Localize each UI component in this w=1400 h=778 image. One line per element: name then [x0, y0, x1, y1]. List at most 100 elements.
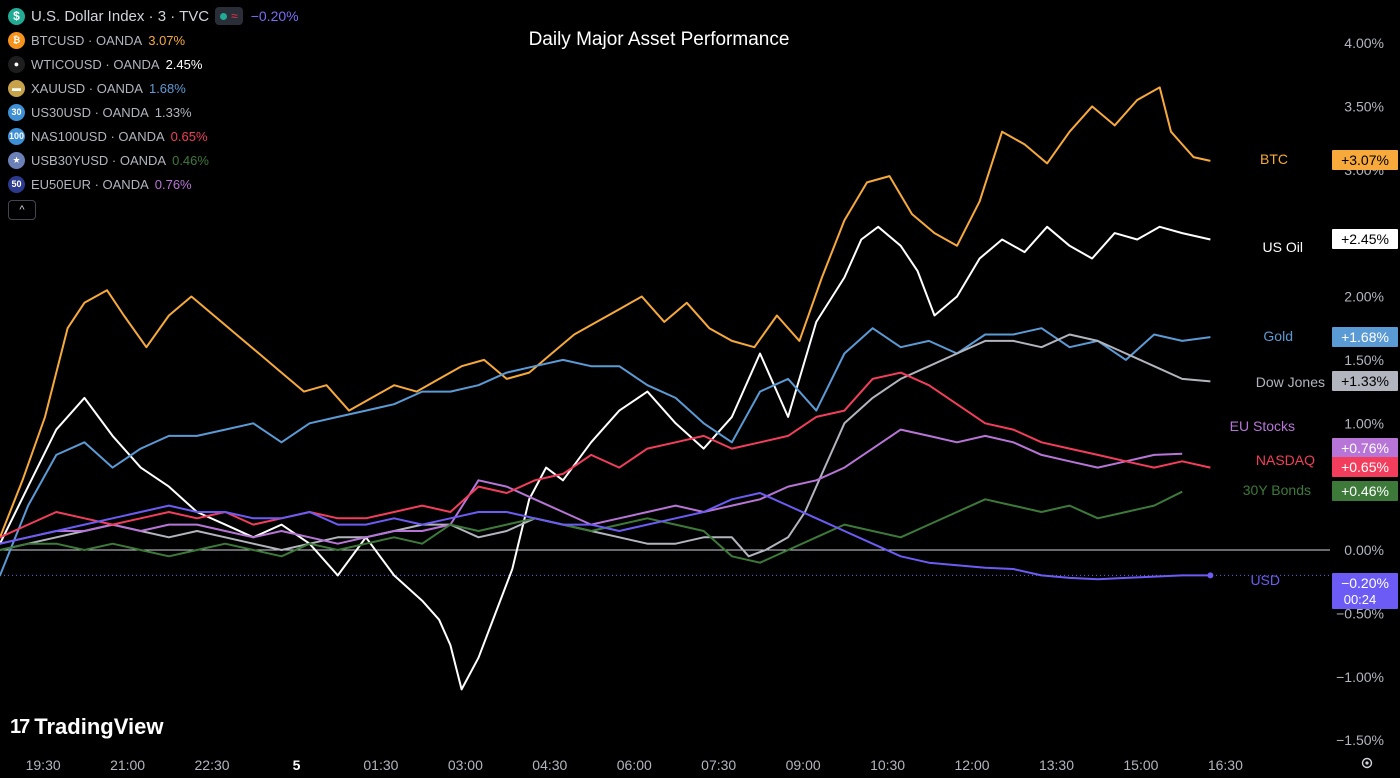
legend-symbol-value: 1.33%: [154, 104, 192, 120]
legend-symbol-name: XAUUSD · OANDA: [31, 80, 143, 96]
y-tick-label: 1.50%: [1344, 352, 1384, 368]
price-axis-badge-value: +2.45%: [1341, 231, 1389, 247]
legend-main-row[interactable]: $ U.S. Dollar Index · 3 · TVC ≈ −0.20%: [8, 4, 299, 28]
legend-symbol-name: BTCUSD · OANDA: [31, 32, 143, 48]
y-tick-label: −0.50%: [1336, 605, 1384, 621]
symbol-logo-icon: ▬: [8, 79, 25, 97]
y-tick-label: 0.00%: [1344, 542, 1384, 558]
legend-symbol-value: 1.68%: [148, 80, 186, 96]
tradingview-logo[interactable]: 17 TradingView: [10, 714, 163, 740]
series-line-eu-stocks: [0, 428, 1183, 545]
x-tick-label: 21:00: [110, 757, 145, 773]
market-open-dot-icon: [220, 12, 228, 20]
legend-row[interactable]: ★ USB30YUSD · OANDA 0.46%: [8, 148, 299, 172]
series-label: BTC: [1260, 151, 1288, 167]
legend-symbol-value: 0.46%: [172, 152, 209, 168]
legend-comparison-rows: ₿ BTCUSD · OANDA 3.07% ● WTICOUSD · OANDA 2.4…: [8, 28, 299, 196]
series-line-us-oil: [0, 225, 1211, 691]
price-axis-badge-value: +1.68%: [1341, 329, 1389, 345]
legend-row[interactable]: 100 NAS100USD · OANDA 0.65%: [8, 124, 299, 148]
chevron-up-icon: ^: [19, 204, 25, 216]
legend-row[interactable]: 30 US30USD · OANDA 1.33%: [8, 100, 299, 124]
legend-symbol-name: EU50EUR · OANDA: [31, 176, 149, 192]
price-axis-badge: [1332, 150, 1398, 170]
series-line-nasdaq: [0, 371, 1211, 539]
x-tick-label: 19:30: [26, 757, 61, 773]
series-label: EU Stocks: [1230, 418, 1295, 434]
symbol-logo-icon: ₿: [8, 31, 25, 49]
x-tick-label: 12:00: [955, 757, 990, 773]
legend: $ U.S. Dollar Index · 3 · TVC ≈ −0.20% ₿…: [8, 4, 299, 220]
price-axis-badge-value: +0.76%: [1341, 440, 1389, 456]
y-tick-label: 2.00%: [1344, 289, 1384, 305]
series-line-dow-jones: [0, 333, 1211, 558]
x-tick-label: 06:00: [617, 757, 652, 773]
symbol-logo-icon: 100: [8, 127, 25, 145]
x-tick-label: 01:30: [363, 757, 398, 773]
main-symbol-change: −0.20%: [250, 8, 299, 24]
price-axis-badge: [1332, 327, 1398, 347]
price-axis-badge: [1332, 371, 1398, 391]
symbol-logo-icon: ●: [8, 55, 25, 73]
symbol-logo-icon: 50: [8, 175, 25, 193]
legend-row[interactable]: ● WTICOUSD · OANDA 2.45%: [8, 52, 299, 76]
series-line-30y-bonds: [0, 490, 1183, 564]
price-axis-badge: [1332, 438, 1398, 458]
symbol-logo-icon: 30: [8, 103, 25, 121]
x-tick-label: 03:00: [448, 757, 483, 773]
collapse-legend-button[interactable]: ^: [8, 200, 36, 220]
legend-symbol-name: USB30YUSD · OANDA: [31, 152, 167, 168]
series-line-gold: [0, 327, 1211, 577]
x-tick-label: 09:00: [786, 757, 821, 773]
main-symbol-name: U.S. Dollar Index · 3 · TVC: [31, 7, 210, 25]
series-line-usd: [0, 492, 1211, 581]
price-axis-badge-value: +0.65%: [1341, 459, 1389, 475]
price-axis-countdown: 00:24: [1344, 592, 1377, 607]
price-axis-badge-value: +1.33%: [1341, 373, 1389, 389]
x-tick-label: 04:30: [532, 757, 567, 773]
legend-row[interactable]: ₿ BTCUSD · OANDA 3.07%: [8, 28, 299, 52]
legend-symbol-name: US30USD · OANDA: [31, 104, 149, 120]
dollar-icon: $: [8, 7, 25, 25]
price-axis-badge-value: +3.07%: [1341, 152, 1389, 168]
legend-row[interactable]: ▬ XAUUSD · OANDA 1.68%: [8, 76, 299, 100]
legend-symbol-value: 3.07%: [148, 32, 186, 48]
y-tick-label: 4.00%: [1344, 35, 1384, 51]
x-tick-label: 22:30: [195, 757, 230, 773]
legend-symbol-name: NAS100USD · OANDA: [31, 128, 165, 144]
y-tick-label: 1.00%: [1344, 415, 1384, 431]
series-label: Gold: [1263, 328, 1293, 344]
series-label: US Oil: [1263, 239, 1303, 255]
price-axis-badge: [1332, 457, 1398, 477]
legend-symbol-value: 0.65%: [170, 128, 208, 144]
tradingview-logo-text: TradingView: [34, 714, 164, 739]
x-tick-label: 16:30: [1208, 757, 1243, 773]
x-tick-label: 15:00: [1123, 757, 1158, 773]
x-tick-label: 5: [293, 757, 301, 773]
price-axis-badge: [1332, 481, 1398, 501]
usd-last-point: [1207, 572, 1214, 579]
legend-row[interactable]: 50 EU50EUR · OANDA 0.76%: [8, 172, 299, 196]
price-axis-badge-value: −0.20%: [1341, 575, 1389, 591]
chart-title: Daily Major Asset Performance: [529, 29, 790, 50]
series-line-btc: [0, 86, 1211, 539]
data-delay-icon: ≈: [231, 9, 238, 23]
legend-symbol-value: 2.45%: [165, 56, 203, 72]
tradingview-mark-icon: 17: [10, 715, 30, 738]
series-label: Dow Jones: [1256, 374, 1325, 390]
series-label: USD: [1250, 572, 1280, 588]
gear-icon[interactable]: [1360, 756, 1374, 770]
x-tick-label: 07:30: [701, 757, 736, 773]
x-tick-label: 13:30: [1039, 757, 1074, 773]
y-tick-label: −1.50%: [1336, 732, 1384, 748]
price-axis-badge-value: +0.46%: [1341, 483, 1389, 499]
y-tick-label: −1.00%: [1336, 669, 1384, 685]
y-tick-label: 3.50%: [1344, 98, 1384, 114]
series-label: NASDAQ: [1256, 452, 1315, 468]
price-axis-badge: [1332, 573, 1398, 609]
symbol-logo-icon: ★: [8, 151, 25, 169]
market-status-pill[interactable]: ≈: [215, 7, 243, 25]
legend-symbol-value: 0.76%: [154, 176, 192, 192]
x-tick-label: 10:30: [870, 757, 905, 773]
